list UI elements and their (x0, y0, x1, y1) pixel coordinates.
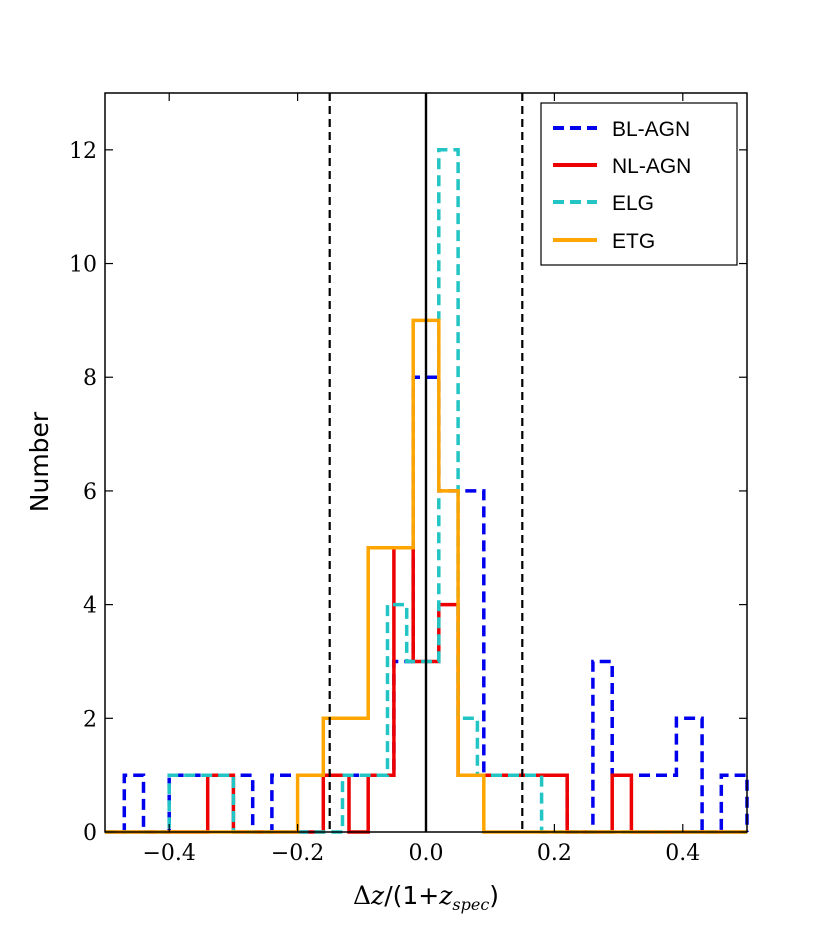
y-tick-label: 6 (83, 480, 97, 505)
x-tick-label: 0.2 (537, 841, 572, 866)
legend-label-elg: ELG (612, 192, 654, 215)
x-label-z: z (370, 881, 385, 910)
x-tick-label: 0.4 (665, 841, 700, 866)
histogram-series-bl-agn (105, 375, 749, 834)
histogram-series-elg (105, 148, 747, 834)
x-label-mid: /(1+ (384, 881, 439, 910)
x-tick-label: −0.4 (142, 841, 195, 866)
x-label-zspec: z (438, 881, 453, 910)
x-tick-label: −0.2 (271, 841, 324, 866)
legend-label-etg: ETG (612, 230, 655, 253)
axis-ticks: −0.4 −0.2 0.0 0.2 0.4 0 2 4 6 8 10 12 (69, 93, 747, 866)
x-label-subscript: spec (452, 895, 489, 914)
y-tick-label: 12 (69, 139, 97, 164)
y-axis-label: Number (25, 411, 54, 512)
x-label-close: ) (489, 881, 499, 910)
x-label-delta: Δ (353, 881, 371, 910)
y-tick-label: 4 (83, 594, 97, 619)
plot-frame (104, 92, 748, 833)
legend-label-bl-agn: BL-AGN (612, 118, 690, 141)
y-tick-label: 10 (69, 253, 97, 278)
legend: BL-AGN NL-AGN ELG ETG (540, 102, 738, 266)
y-tick-label: 0 (83, 821, 97, 846)
x-axis-label: Δz/(1+zspec) (353, 881, 499, 914)
y-tick-label: 2 (83, 707, 97, 732)
x-tick-label: 0.0 (409, 841, 444, 866)
y-tick-label: 8 (83, 366, 97, 391)
histogram-series-etg (105, 318, 747, 834)
legend-label-nl-agn: NL-AGN (612, 155, 691, 178)
